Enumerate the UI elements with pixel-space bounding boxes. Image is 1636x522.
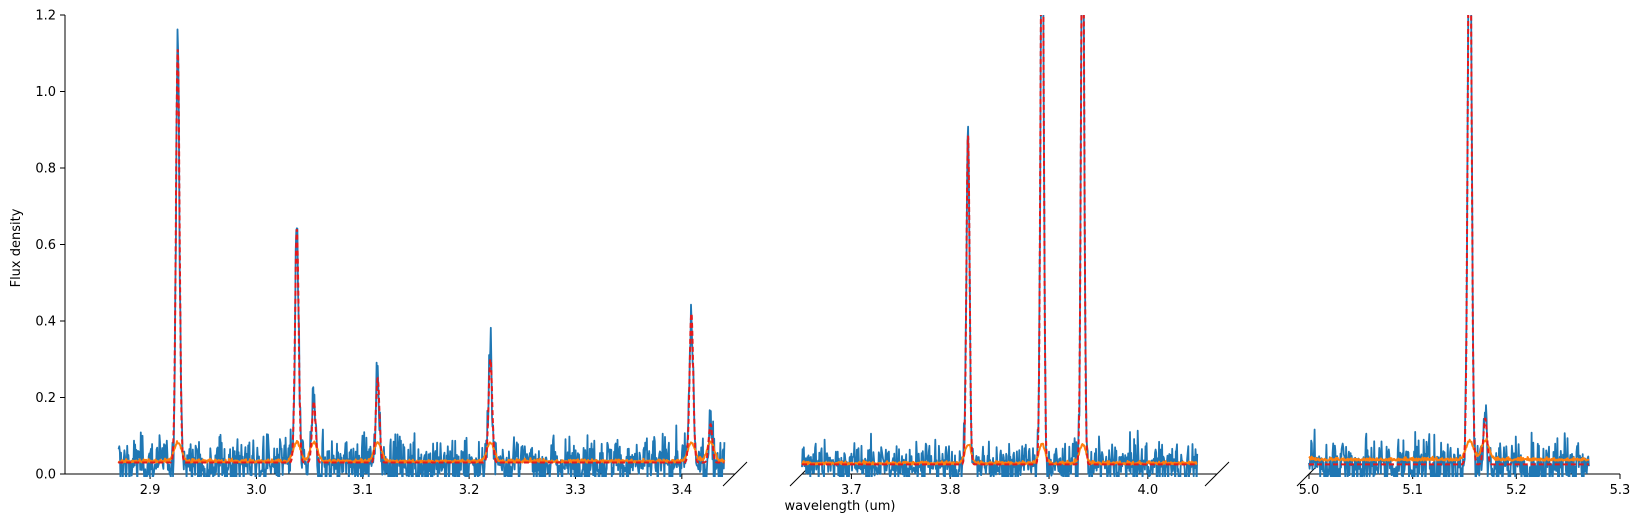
x-tick-label: 5.0 — [1299, 483, 1320, 498]
x-tick-label: 5.1 — [1402, 483, 1423, 498]
series-error-line — [801, 442, 1198, 466]
y-tick-label: 0.8 — [35, 162, 56, 177]
panel-plot-area — [1308, 15, 1590, 477]
axis-break-mark-right — [722, 461, 748, 487]
chart-panel-2: 3.7 3.8 3.9 4.0 — [789, 15, 1230, 498]
x-axis-label: wavelength (um) — [785, 499, 896, 514]
x-tick-label: 3.9 — [1039, 483, 1060, 498]
panel-plot-area — [801, 15, 1199, 477]
x-tick-label: 3.8 — [940, 483, 961, 498]
series-error-line — [1308, 437, 1590, 462]
axis-break-mark-right — [1204, 461, 1230, 487]
x-tick-label: 3.4 — [671, 483, 692, 498]
x-tick-label: 5.3 — [1610, 483, 1631, 498]
y-tick-label: 0.2 — [35, 391, 56, 406]
series-model-line — [1309, 15, 1589, 466]
x-tick-label: 3.7 — [841, 483, 862, 498]
x-tick-label: 3.1 — [352, 483, 373, 498]
x-tick-label: 5.2 — [1506, 483, 1527, 498]
series-model-line — [802, 15, 1198, 466]
y-tick-label: 0.6 — [35, 238, 56, 253]
series-model-line — [118, 49, 725, 464]
panel-plot-area — [117, 28, 726, 477]
series-flux-line — [1308, 15, 1590, 477]
y-axis-label: Flux density — [9, 208, 24, 287]
chart-panel-1: 2.9 3.0 3.1 3.2 3.3 3.4 — [65, 28, 748, 498]
x-tick-label: 3.2 — [459, 483, 480, 498]
x-tick-label: 3.3 — [565, 483, 586, 498]
x-tick-label: 4.0 — [1137, 483, 1158, 498]
series-flux-line — [117, 28, 726, 477]
y-tick-label: 0.4 — [35, 315, 56, 330]
series-flux-line — [801, 15, 1199, 477]
y-tick-label: 1.2 — [35, 9, 56, 24]
y-tick-label: 0.0 — [35, 468, 56, 483]
x-tick-label: 2.9 — [140, 483, 161, 498]
x-tick-label: 3.0 — [246, 483, 267, 498]
chart-panel-3: 5.0 5.1 5.2 5.3 — [1296, 15, 1631, 498]
chart-panels: 0.0 0.2 0.4 0.6 0.8 1.0 1.2 2.9 3.0 3.1 3.2 3.3 3.4 3… — [35, 9, 1631, 499]
y-tick-label: 1.0 — [35, 85, 56, 100]
